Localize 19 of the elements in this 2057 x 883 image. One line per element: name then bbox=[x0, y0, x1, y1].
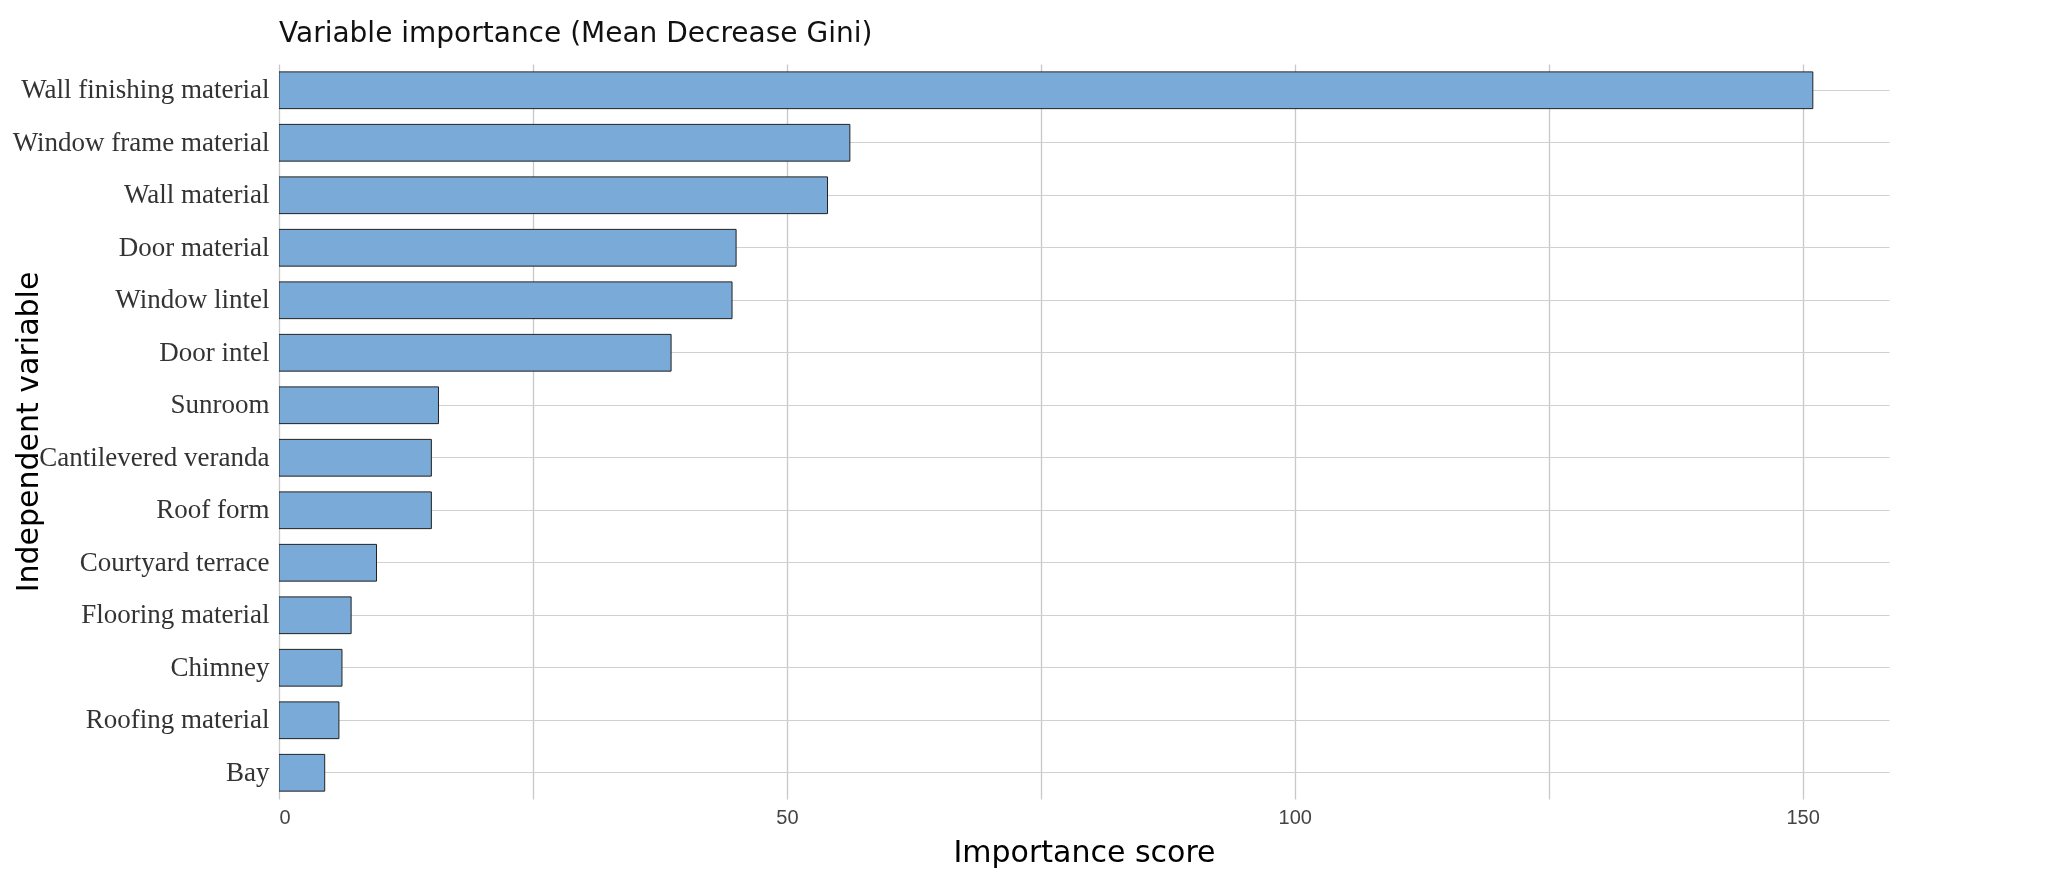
y-tick-label: Door material bbox=[118, 231, 270, 262]
y-tick-label: Courtyard terrace bbox=[79, 546, 270, 577]
y-tick-label: Window frame material bbox=[12, 126, 270, 157]
x-tick-label: 50 bbox=[776, 805, 799, 828]
y-tick-label: Wall material bbox=[123, 179, 270, 210]
y-tick-label: Roofing material bbox=[85, 704, 270, 735]
y-tick-label: Flooring material bbox=[81, 599, 270, 630]
x-axis-title: Importance score bbox=[953, 833, 1216, 869]
chart-title: Variable importance (Mean Decrease Gini) bbox=[279, 16, 873, 49]
y-tick-label: Roof form bbox=[156, 494, 270, 525]
x-tick-label: 150 bbox=[1786, 805, 1820, 828]
y-tick-label: Chimney bbox=[170, 651, 270, 682]
y-tick-label: Bay bbox=[226, 756, 270, 787]
y-tick-label: Door intel bbox=[159, 336, 270, 367]
y-tick-label: Wall finishing material bbox=[21, 74, 270, 105]
x-tick-label: 0 bbox=[279, 805, 291, 828]
y-tick-label: Window lintel bbox=[115, 284, 270, 315]
x-tick-label: 100 bbox=[1278, 805, 1312, 828]
y-tick-label: Sunroom bbox=[170, 389, 270, 420]
